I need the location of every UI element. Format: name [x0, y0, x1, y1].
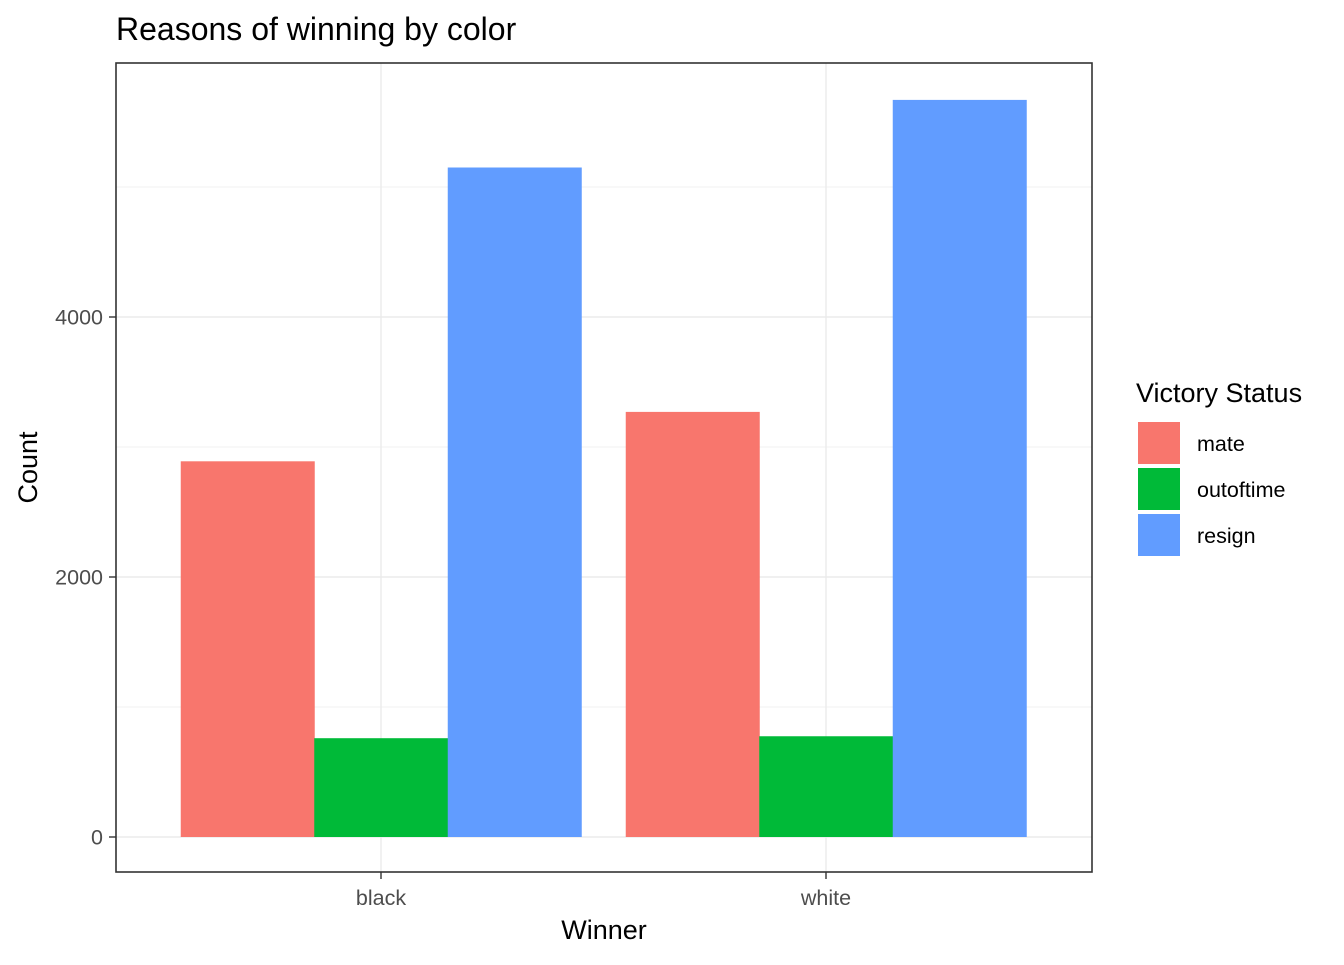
bars	[180, 99, 1027, 837]
legend-label-outoftime: outoftime	[1197, 478, 1285, 502]
y-axis: 0 2000 4000	[55, 306, 116, 850]
legend-key-mate	[1138, 422, 1180, 464]
y-axis-title: Count	[13, 431, 43, 504]
legend-title: Victory Status	[1136, 378, 1302, 408]
legend: Victory Status mate outoftime resign	[1136, 378, 1302, 556]
chart-title: Reasons of winning by color	[116, 11, 517, 47]
legend-label-resign: resign	[1197, 524, 1256, 548]
y-tick-label: 0	[91, 826, 103, 850]
bar-outoftime-black	[314, 738, 449, 837]
bar-outoftime-white	[759, 736, 894, 837]
bar-resign-black	[447, 167, 582, 837]
x-axis-title: Winner	[561, 915, 647, 945]
bar-mate-white	[625, 411, 760, 837]
legend-label-mate: mate	[1197, 432, 1245, 456]
y-tick-label: 4000	[55, 306, 103, 330]
legend-key-resign	[1138, 514, 1180, 556]
bar-resign-white	[892, 99, 1027, 837]
x-axis: black white	[356, 872, 851, 910]
x-tick-label: black	[356, 886, 406, 910]
panel-border	[115, 62, 1093, 873]
y-tick-label: 2000	[55, 566, 103, 590]
bar-mate-black	[180, 461, 315, 837]
legend-key-outoftime	[1138, 468, 1180, 510]
x-tick-label: white	[800, 886, 851, 910]
